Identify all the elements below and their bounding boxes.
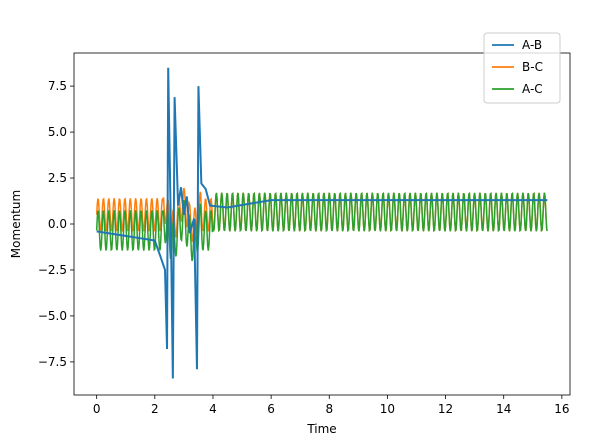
x-tick-label: 6 bbox=[267, 402, 275, 416]
x-axis-label: Time bbox=[306, 422, 336, 436]
legend-label-a-b: A-B bbox=[522, 38, 542, 52]
x-tick-label: 10 bbox=[380, 402, 395, 416]
y-tick-label: 0.0 bbox=[48, 217, 67, 231]
legend: A-B B-C A-C bbox=[483, 32, 561, 104]
y-axis: −7.5 −5.0 −2.5 0.0 2.5 5.0 7.5 bbox=[38, 79, 74, 369]
x-tick-label: 14 bbox=[496, 402, 511, 416]
x-tick-label: 4 bbox=[209, 402, 217, 416]
legend-label-b-c: B-C bbox=[522, 60, 543, 74]
series-line-a-b bbox=[96, 67, 548, 379]
y-tick-label: 2.5 bbox=[48, 171, 67, 185]
y-tick-label: 7.5 bbox=[48, 79, 67, 93]
y-tick-label: −5.0 bbox=[38, 309, 67, 323]
y-tick-label: −7.5 bbox=[38, 355, 67, 369]
x-tick-label: 2 bbox=[151, 402, 159, 416]
y-tick-label: −2.5 bbox=[38, 263, 67, 277]
legend-label-a-c: A-C bbox=[522, 82, 543, 96]
series-layer bbox=[95, 67, 549, 379]
x-tick-label: 12 bbox=[438, 402, 453, 416]
x-tick-label: 0 bbox=[93, 402, 101, 416]
y-tick-label: 5.0 bbox=[48, 125, 67, 139]
legend-box bbox=[483, 32, 561, 104]
plot-area bbox=[73, 52, 571, 396]
x-axis: 0 2 4 6 8 10 12 14 16 bbox=[93, 395, 569, 416]
x-tick-label: 16 bbox=[554, 402, 569, 416]
y-axis-label: Momentum bbox=[9, 190, 23, 258]
x-tick-label: 8 bbox=[325, 402, 333, 416]
